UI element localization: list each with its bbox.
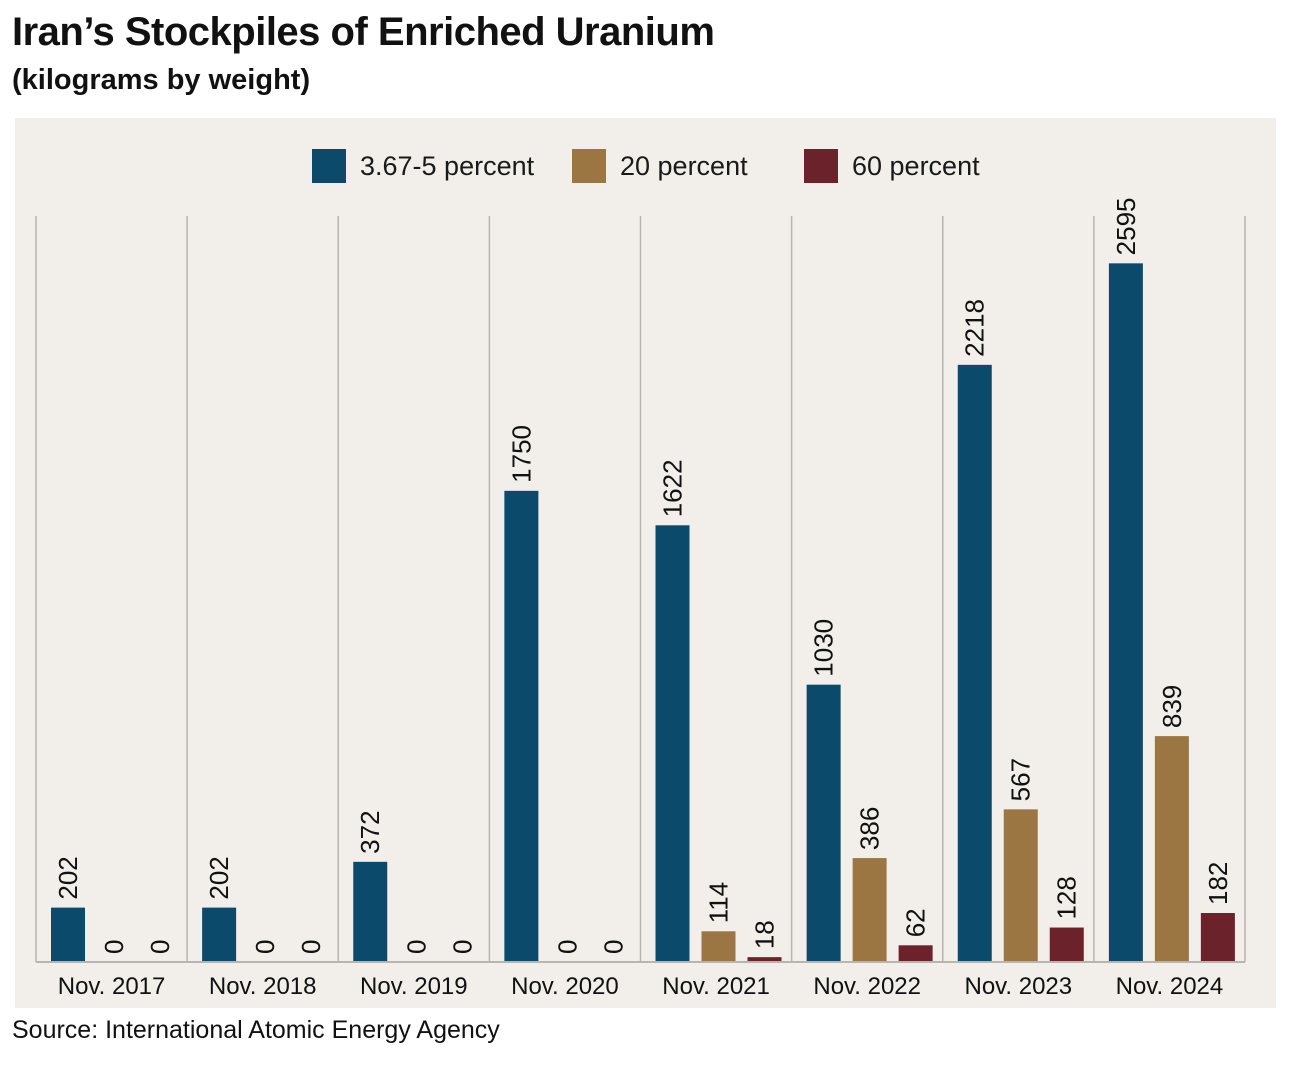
- x-tick-label: Nov. 2019: [360, 973, 468, 1000]
- data-label: 1750: [506, 425, 536, 483]
- bar-1: [957, 364, 992, 962]
- bar-1: [1108, 263, 1143, 962]
- x-tick-label: Nov. 2024: [1116, 973, 1224, 1000]
- legend-label-series-2: 20 percent: [620, 150, 748, 181]
- data-label: 839: [1157, 685, 1187, 728]
- data-label: 0: [250, 940, 280, 954]
- bar-1: [504, 490, 539, 962]
- bar-3: [898, 945, 933, 962]
- data-label: 567: [1006, 758, 1036, 801]
- bar-1: [806, 684, 841, 962]
- legend: 3.67-5 percent 20 percent 60 percent: [0, 148, 1302, 184]
- legend-swatch-series-2: [572, 149, 606, 183]
- legend-swatch-series-3: [804, 149, 838, 183]
- legend-swatch-series-1: [312, 149, 346, 183]
- data-label: 372: [355, 810, 385, 853]
- data-label: 114: [704, 882, 734, 923]
- data-label: 202: [53, 856, 83, 899]
- bar-1: [202, 907, 237, 962]
- x-tick-label: Nov. 2017: [58, 973, 166, 1000]
- data-label: 0: [401, 940, 431, 954]
- chart-subtitle: (kilograms by weight): [12, 64, 311, 96]
- bar-1: [353, 861, 388, 962]
- bar-1: [51, 907, 85, 962]
- legend-item-series-1: 3.67-5 percent: [312, 148, 534, 184]
- data-label: 0: [145, 940, 175, 954]
- x-tick-label: Nov. 2020: [511, 973, 619, 1000]
- data-label: 0: [598, 940, 628, 954]
- data-label: 1030: [809, 619, 839, 677]
- data-label: 2595: [1111, 198, 1141, 256]
- data-label: 0: [447, 940, 477, 954]
- data-label: 1622: [658, 459, 688, 517]
- x-tick-label: Nov. 2023: [965, 973, 1073, 1000]
- data-label: 128: [1052, 876, 1082, 919]
- data-label: 62: [901, 908, 931, 937]
- chart-title: Iran’s Stockpiles of Enriched Uranium: [12, 10, 715, 54]
- data-label: 0: [552, 940, 582, 954]
- bar-3: [747, 957, 782, 962]
- x-tick-label: Nov. 2022: [813, 973, 921, 1000]
- data-label: 386: [855, 807, 885, 850]
- bar-2: [852, 858, 887, 962]
- legend-label-series-3: 60 percent: [852, 150, 980, 181]
- legend-item-series-3: 60 percent: [804, 148, 980, 184]
- bar-2: [701, 931, 736, 962]
- data-label: 182: [1203, 862, 1233, 905]
- data-label: 0: [99, 940, 129, 954]
- data-label: 0: [296, 940, 326, 954]
- source-note: Source: International Atomic Energy Agen…: [12, 1016, 500, 1044]
- data-label: 2218: [960, 299, 990, 357]
- x-tick-label: Nov. 2018: [209, 973, 317, 1000]
- x-tick-label: Nov. 2021: [662, 973, 770, 1000]
- bar-2: [1003, 809, 1038, 962]
- bar-2: [1154, 736, 1189, 962]
- bar-1: [655, 525, 690, 962]
- legend-item-series-2: 20 percent: [572, 148, 748, 184]
- data-label: 202: [204, 856, 234, 899]
- bar-3: [1200, 913, 1235, 962]
- data-label: 18: [750, 920, 780, 949]
- bar-3: [1049, 927, 1084, 962]
- legend-label-series-1: 3.67-5 percent: [360, 150, 535, 181]
- chart-panel: [15, 118, 1276, 1008]
